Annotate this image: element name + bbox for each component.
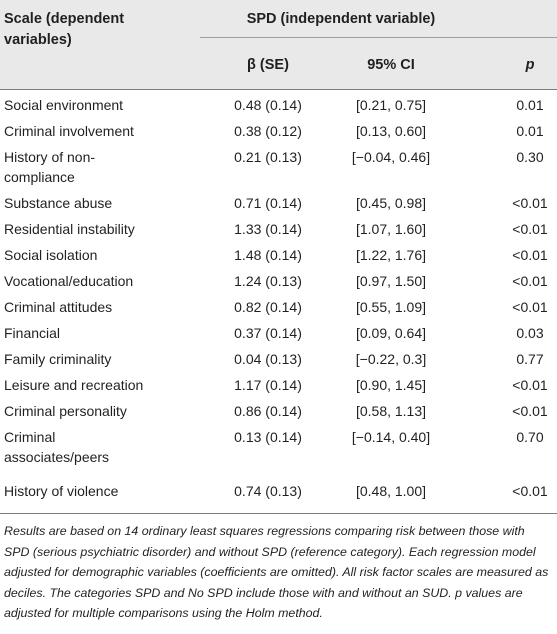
row-beta: 1.17 (0.14) — [234, 377, 302, 393]
row-scale: Criminal personality — [4, 403, 127, 419]
header-group-divider — [200, 37, 557, 38]
row-ci: [0.48, 1.00] — [355, 483, 427, 499]
row-ci: [0.58, 1.13] — [355, 403, 427, 419]
row-scale: History of violence — [4, 483, 119, 499]
row-ci: [0.09, 0.64] — [355, 325, 427, 341]
row-beta: 0.86 (0.14) — [234, 403, 302, 419]
row-scale: Substance abuse — [4, 195, 113, 211]
row-p: 0.30 — [516, 149, 544, 165]
row-p: 0.01 — [516, 123, 544, 139]
row-ci: [0.13, 0.60] — [355, 123, 427, 139]
row-ci: [1.22, 1.76] — [355, 247, 427, 263]
row-scale: Family criminality — [4, 351, 112, 367]
row-ci: [0.55, 1.09] — [355, 299, 427, 315]
table-bottom-divider — [0, 513, 557, 514]
row-p: <0.01 — [512, 299, 548, 315]
row-scale: Criminal involvement — [4, 123, 134, 139]
row-ci: [−0.22, 0.3] — [355, 351, 427, 367]
header-scale-label: Scale (dependent variables) — [4, 11, 125, 48]
row-scale: Residential instability — [4, 221, 135, 237]
row-ci: [0.21, 0.75] — [355, 97, 427, 113]
header-p: p — [525, 57, 535, 73]
row-p: <0.01 — [512, 247, 548, 263]
row-p: <0.01 — [512, 403, 548, 419]
row-ci: [−0.14, 0.40] — [351, 429, 431, 445]
row-beta: 0.38 (0.12) — [234, 123, 302, 139]
table-footnote: Results are based on 14 ordinary least s… — [4, 524, 549, 620]
row-beta: 0.48 (0.14) — [234, 97, 302, 113]
row-ci: [0.97, 1.50] — [355, 273, 427, 289]
row-scale: Social environment — [4, 97, 124, 113]
row-beta: 1.33 (0.14) — [234, 221, 302, 237]
header-divider — [0, 89, 557, 90]
row-beta: 0.71 (0.14) — [234, 195, 302, 211]
row-beta: 0.21 (0.13) — [234, 149, 302, 165]
row-p: <0.01 — [512, 195, 548, 211]
header-beta: β (SE) — [247, 57, 289, 73]
header-ci: 95% CI — [367, 57, 415, 73]
row-beta: 1.48 (0.14) — [234, 247, 302, 263]
row-p: <0.01 — [512, 221, 548, 237]
row-p: <0.01 — [512, 273, 548, 289]
row-beta: 0.82 (0.14) — [234, 299, 302, 315]
header-spd-group: SPD (independent variable) — [246, 11, 436, 27]
table-header — [0, 0, 557, 90]
row-beta: 1.24 (0.13) — [234, 273, 302, 289]
row-scale: Social isolation — [4, 247, 98, 263]
row-scale: Criminal associates/peers — [4, 429, 110, 465]
row-p: 0.01 — [516, 97, 544, 113]
row-scale: Vocational/education — [4, 273, 134, 289]
row-ci: [0.90, 1.45] — [355, 377, 427, 393]
row-ci: [−0.04, 0.46] — [351, 149, 431, 165]
row-beta: 0.37 (0.14) — [234, 325, 302, 341]
row-p: <0.01 — [512, 377, 548, 393]
row-beta: 0.13 (0.14) — [234, 429, 302, 445]
row-p: 0.70 — [516, 429, 544, 445]
row-scale: History of non-compliance — [4, 149, 96, 185]
row-p: <0.01 — [512, 483, 548, 499]
header-scale: Scale (dependent variables) — [4, 9, 194, 51]
row-scale: Criminal attitudes — [4, 299, 113, 315]
row-ci: [0.45, 0.98] — [355, 195, 427, 211]
row-scale: Leisure and recreation — [4, 377, 144, 393]
row-scale: Financial — [4, 325, 61, 341]
row-ci: [1.07, 1.60] — [355, 221, 427, 237]
row-beta: 0.04 (0.13) — [234, 351, 302, 367]
row-beta: 0.74 (0.13) — [234, 483, 302, 499]
row-p: 0.03 — [516, 325, 544, 341]
row-p: 0.77 — [516, 351, 544, 367]
